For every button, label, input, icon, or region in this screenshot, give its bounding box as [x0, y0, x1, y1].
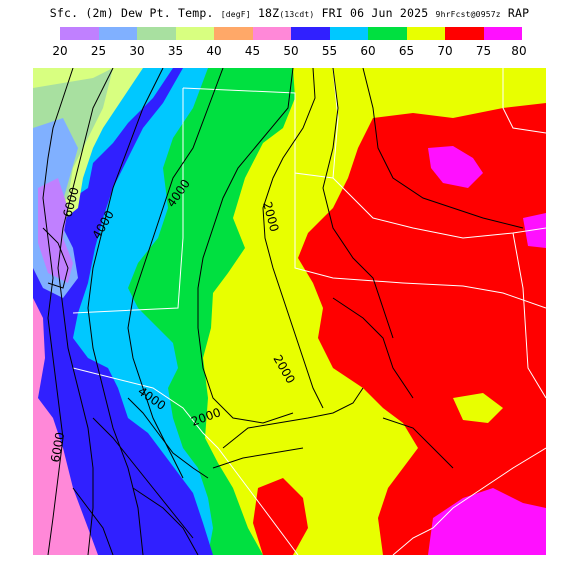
- title-forecast: 9hrFcst@0957z: [435, 10, 501, 19]
- legend-swatch-25-30: [98, 27, 137, 40]
- legend-tick-label: 75: [475, 44, 492, 58]
- legend-swatch-75-80: [483, 27, 522, 40]
- legend-swatch-50-55: [291, 27, 330, 40]
- legend-swatch-40-45: [214, 27, 253, 40]
- state-borders: [72, 68, 546, 555]
- legend-tick-label: 65: [398, 44, 415, 58]
- field-70-75-sw: [253, 478, 308, 555]
- legend-swatch-35-40: [175, 27, 214, 40]
- title-valid-time: 18Z: [257, 6, 280, 20]
- map-title: Sfc. (2m) Dew Pt. Temp. [degF] 18Z(13cdt…: [0, 6, 579, 20]
- legend-tick-label: 45: [244, 44, 261, 58]
- field-75-80-a: [428, 146, 483, 188]
- legend-tick-label: 60: [360, 44, 376, 58]
- dewpoint-map: 6000 4000 4000 2000 2000 4000 2000 6000: [33, 68, 546, 555]
- legend-swatch-55-60: [329, 27, 368, 40]
- legend-ticks: 20 25 30 35 40 45 50 55 60 65 70 75 80: [52, 44, 526, 58]
- legend-tick-label: 80: [511, 44, 527, 58]
- field-20-25: [38, 178, 73, 283]
- legend-swatch-45-50: [252, 27, 291, 40]
- legend-tick-label: 25: [90, 44, 107, 58]
- title-main: Sfc. (2m) Dew Pt. Temp.: [49, 6, 214, 20]
- legend-swatch-30-35: [137, 27, 176, 40]
- legend-swatch-60-65: [368, 27, 407, 40]
- field-50-55: [33, 68, 213, 555]
- legend-tick-label: 55: [321, 44, 338, 58]
- field-75-80-b: [523, 213, 546, 248]
- legend-tick-label: 70: [437, 44, 453, 58]
- contour-label: 6000: [48, 431, 67, 464]
- field-45-50: [33, 298, 98, 555]
- title-model: RAP: [507, 6, 530, 20]
- field-70-75: [298, 103, 546, 555]
- terrain-contours: [42, 68, 524, 555]
- legend-tick-label: 20: [52, 44, 68, 58]
- title-local-time: (13cdt): [279, 10, 315, 19]
- legend-swatch-20-25: [60, 27, 99, 40]
- legend-tick-label: 40: [206, 44, 222, 58]
- field-65-70-notch: [453, 393, 503, 423]
- title-date: FRI 06 Jun 2025: [321, 6, 429, 20]
- color-legend: [60, 27, 522, 40]
- legend-tick-label: 35: [167, 44, 184, 58]
- legend-tick-label: 30: [129, 44, 145, 58]
- title-units: [degF]: [220, 10, 251, 19]
- legend-swatch-65-70: [406, 27, 445, 40]
- legend-tick-label: 50: [283, 44, 299, 58]
- legend-swatch-70-75: [445, 27, 484, 40]
